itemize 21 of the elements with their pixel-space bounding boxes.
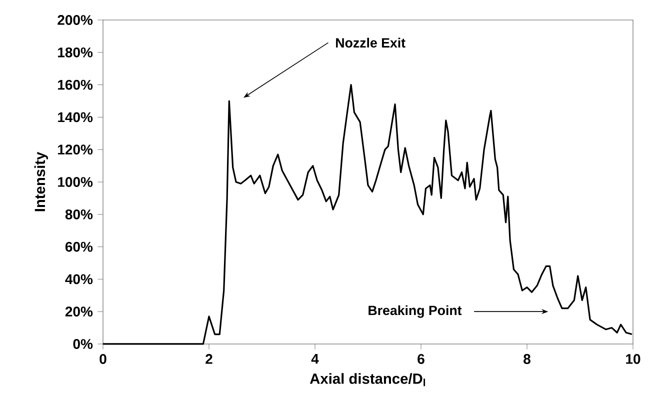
y-tick-label: 120% bbox=[58, 144, 93, 155]
y-tick-label: 80% bbox=[65, 209, 93, 220]
y-axis-title: Intensity bbox=[34, 152, 48, 212]
y-tick-label: 180% bbox=[58, 47, 93, 58]
x-tick-label: 0 bbox=[100, 354, 106, 364]
y-tick-label: 40% bbox=[65, 274, 93, 284]
y-tick-label: 100% bbox=[58, 177, 93, 187]
x-axis-title: Axial distance/D$_{l}$ bbox=[310, 373, 426, 386]
x-tick-label: 6 bbox=[418, 354, 424, 364]
x-tick-label: 8 bbox=[524, 354, 530, 364]
annotation: Nozzle Exit bbox=[336, 38, 406, 48]
y-tick-label: 140% bbox=[58, 112, 93, 122]
x-tick-label: 4 bbox=[311, 354, 319, 364]
x-tick-label: 2 bbox=[206, 354, 212, 364]
y-tick-label: 20% bbox=[65, 306, 93, 317]
y-tick-label: 160% bbox=[58, 80, 93, 90]
y-tick-label: 60% bbox=[65, 242, 93, 252]
y-tick-label: 200% bbox=[58, 15, 93, 25]
annotation: Breaking Point bbox=[368, 305, 462, 318]
x-tick-label: 10 bbox=[626, 354, 640, 364]
y-tick-label: 0% bbox=[73, 339, 93, 349]
